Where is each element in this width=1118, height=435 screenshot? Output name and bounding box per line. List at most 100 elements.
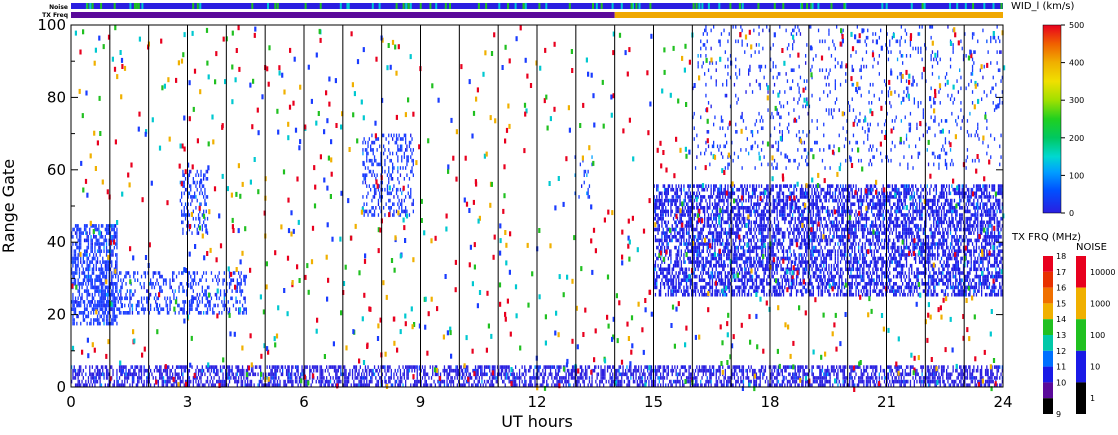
echo-cell [687, 202, 689, 207]
echo-cell [174, 289, 176, 293]
echo-cell [917, 372, 919, 377]
echo-cell [758, 376, 760, 380]
echo-cell [399, 137, 402, 141]
echo-cell [195, 307, 197, 312]
echo-cell [172, 372, 174, 377]
echo-cell [357, 372, 359, 377]
echo-cell [639, 383, 641, 388]
echo-cell [661, 198, 663, 203]
echo-cell [250, 383, 253, 388]
echo-cell [192, 209, 194, 214]
echo-cell [380, 198, 382, 203]
echo-cell [83, 271, 86, 275]
echo-cell [843, 368, 846, 373]
echo-cell [364, 177, 367, 181]
echo-cell [993, 365, 996, 369]
echo-cell [294, 372, 297, 377]
echo-cell [873, 372, 875, 377]
echo-cell [95, 318, 97, 322]
echo-cell [389, 191, 391, 196]
echo-cell [697, 209, 699, 214]
echo-cell [228, 274, 231, 279]
echo-cell [447, 383, 449, 388]
echo-cell [397, 148, 399, 152]
echo-cell [515, 383, 517, 388]
echo-cell [710, 260, 712, 264]
echo-cell [894, 379, 896, 384]
echo-cell [696, 253, 698, 257]
echo-cell [147, 379, 149, 384]
echo-cell [262, 372, 264, 377]
echo-cell [87, 278, 90, 283]
echo-cell [688, 376, 690, 380]
echo-cell [714, 245, 716, 250]
echo-cell [740, 285, 742, 290]
echo-cell [955, 379, 957, 384]
echo-cell [143, 365, 145, 369]
echo-cell [726, 231, 728, 235]
echo-cell [718, 195, 720, 199]
echo-cell [697, 372, 699, 377]
echo-cell [240, 379, 242, 384]
echo-cell [723, 220, 725, 225]
echo-cell [684, 260, 686, 264]
echo-cell [683, 253, 685, 257]
echo-cell [667, 271, 669, 275]
echo-cell [503, 365, 505, 369]
echo-cell [694, 235, 697, 239]
echo-cell [76, 256, 78, 261]
echo-cell [210, 376, 213, 380]
echo-cell [89, 300, 91, 304]
echo-cell [735, 256, 737, 261]
echo-cell [379, 376, 381, 380]
echo-cell [204, 289, 206, 293]
echo-cell [693, 263, 695, 268]
echo-cell [386, 365, 389, 369]
echo-cell [927, 372, 930, 377]
echo-cell [811, 372, 813, 377]
echo-cell [591, 155, 593, 159]
echo-cell [653, 198, 655, 203]
echo-cell [666, 242, 668, 246]
echo-cell [109, 307, 112, 312]
echo-cell [639, 372, 641, 377]
echo-cell [461, 368, 464, 373]
echo-cell [991, 372, 993, 377]
echo-cell [682, 227, 684, 232]
echo-cell [82, 231, 84, 235]
echo-cell [187, 213, 189, 217]
echo-cell [719, 231, 721, 235]
echo-cell [754, 383, 756, 388]
echo-cell [660, 198, 662, 203]
echo-cell [206, 195, 209, 199]
echo-cell [933, 376, 935, 380]
echo-cell [656, 184, 658, 188]
echo-cell [678, 231, 680, 235]
echo-cell [494, 365, 496, 369]
echo-cell [351, 372, 354, 377]
echo-cell [319, 383, 321, 388]
echo-cell [666, 278, 668, 283]
echo-cell [508, 376, 510, 380]
echo-cell [170, 300, 172, 304]
echo-cell [179, 376, 181, 380]
echo-cell [315, 365, 317, 369]
echo-cell [742, 383, 745, 388]
echo-cell [700, 184, 702, 188]
echo-cell [284, 365, 286, 369]
echo-cell [687, 285, 689, 290]
echo-cell [416, 365, 418, 369]
echo-cell [596, 376, 598, 380]
echo-cell [732, 231, 734, 235]
echo-cell [934, 379, 936, 384]
echo-cell [909, 379, 912, 384]
echo-cell [654, 263, 657, 268]
echo-cell [662, 209, 664, 214]
echo-cell [407, 365, 409, 369]
echo-cell [74, 249, 77, 254]
echo-cell [676, 238, 679, 243]
echo-cell [72, 318, 74, 322]
echo-cell [213, 311, 215, 315]
echo-cell [561, 376, 563, 380]
echo-cell [108, 383, 110, 388]
